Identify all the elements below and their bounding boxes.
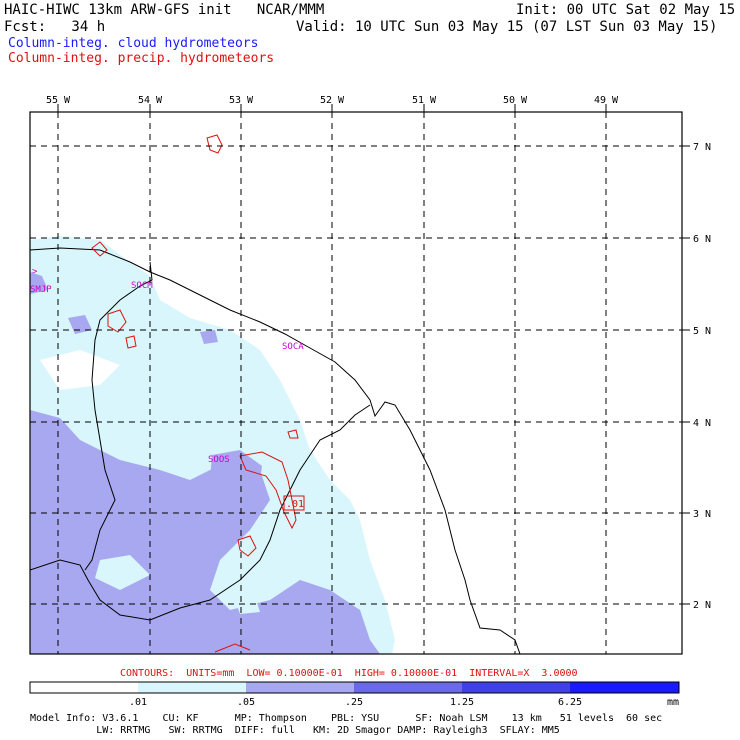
contour-label-box	[283, 495, 305, 511]
lat-lon-grid	[30, 112, 682, 654]
station-label-soos: SOOS	[208, 455, 230, 465]
field-precip-label: Column-integ. precip. hydrometeors	[8, 51, 275, 66]
lon-label: 54 W	[138, 95, 163, 106]
map-frame	[29, 111, 683, 655]
valid-time: Valid: 10 UTC Sun 03 May 15 (07 LST Sun …	[296, 19, 718, 35]
station-label-smjp: SMJP	[30, 285, 52, 295]
precip-contours	[91, 134, 299, 653]
cloud-med-patch	[210, 450, 262, 500]
station-label-socm: SOCM	[131, 281, 153, 291]
colorbar-tick: 1.25	[450, 697, 474, 708]
colorbar-unit: mm	[667, 697, 679, 708]
lat-ticks	[682, 145, 690, 605]
cloud-med-patch	[68, 315, 92, 334]
lon-label: 53 W	[229, 95, 254, 106]
border-line	[30, 404, 371, 621]
lat-label: 4 N	[693, 418, 711, 429]
lat-label: 2 N	[693, 600, 711, 611]
model-title: HAIC-HIWC 13km ARW-GFS init NCAR/MMM	[4, 2, 325, 18]
model-info-line2: LW: RRTMG SW: RRTMG DIFF: full KM: 2D Sm…	[30, 725, 560, 736]
field-cloud-label: Column-integ. cloud hydrometeors	[8, 36, 259, 51]
colorbar-tick: .05	[237, 697, 255, 708]
lat-label: 7 N	[693, 142, 711, 153]
lon-label: 55 W	[46, 95, 71, 106]
clear-patch	[40, 350, 120, 390]
lat-label: 6 N	[693, 234, 711, 245]
forecast-hour: Fcst: 34 h	[4, 19, 106, 35]
contours-info: CONTOURS: UNITS=mm LOW= 0.10000E-01 HIGH…	[120, 668, 578, 679]
cloud-med-patch	[200, 330, 218, 344]
lat-label: 3 N	[693, 509, 711, 520]
colorbar-tick: .01	[129, 697, 147, 708]
colorbar-tick: .25	[345, 697, 363, 708]
cloud-med-area	[30, 410, 380, 654]
colorbar	[29, 681, 680, 694]
model-info-line1: Model Info: V3.6.1 CU: KF MP: Thompson P…	[30, 713, 663, 724]
station-marker: >	[32, 267, 38, 277]
lon-label: 49 W	[594, 95, 619, 106]
init-time: Init: 00 UTC Sat 02 May 15	[516, 2, 736, 18]
lon-ticks	[57, 104, 607, 112]
border-line	[84, 261, 153, 571]
coastline	[30, 247, 521, 654]
contour-label: .01	[286, 499, 304, 510]
lon-label: 52 W	[320, 95, 345, 106]
lat-label: 5 N	[693, 326, 711, 337]
station-label-soca: SOCA	[282, 342, 304, 352]
cloud-med-patch	[30, 272, 48, 294]
lon-label: 50 W	[503, 95, 528, 106]
clear-patch	[95, 555, 150, 590]
lon-label: 51 W	[412, 95, 437, 106]
shading-layer	[30, 112, 682, 654]
colorbar-tick: 6.25	[558, 697, 582, 708]
